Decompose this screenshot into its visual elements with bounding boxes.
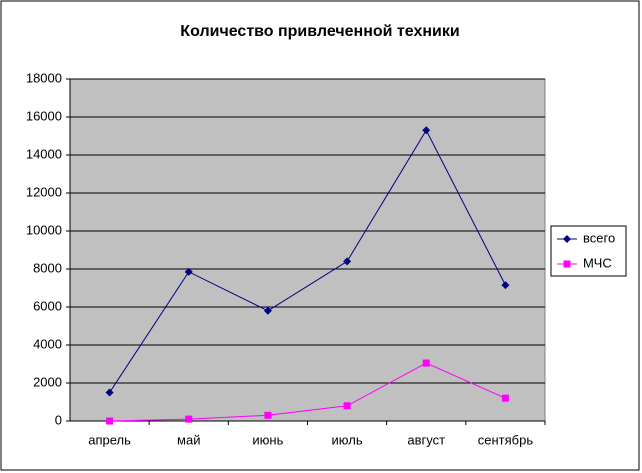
chart-title: Количество привлеченной техники — [180, 23, 459, 40]
y-tick-label: 12000 — [26, 184, 62, 199]
point-marker — [105, 388, 114, 397]
y-tick-label: 0 — [55, 412, 62, 427]
point-marker — [422, 359, 430, 367]
legend-label: МЧС — [583, 255, 612, 270]
y-tick-label: 4000 — [33, 336, 62, 351]
point-marker — [263, 306, 272, 315]
legend-marker — [563, 235, 571, 243]
y-tick-label: 8000 — [33, 260, 62, 275]
x-tick-label: апрель — [88, 432, 131, 447]
point-marker — [184, 267, 193, 276]
series-line — [109, 362, 506, 422]
legend-label: всего — [583, 230, 615, 245]
point-marker — [343, 257, 352, 266]
y-tick-label: 10000 — [26, 222, 62, 237]
y-tick-label: 2000 — [33, 374, 62, 389]
plot-area — [69, 78, 546, 422]
point-marker — [185, 415, 193, 423]
legend-marker — [563, 260, 571, 268]
point-marker — [422, 126, 431, 135]
point-marker — [264, 411, 272, 419]
y-tick-label: 14000 — [26, 146, 62, 161]
point-marker — [343, 402, 351, 410]
series-line — [109, 129, 506, 393]
x-tick-label: август — [407, 432, 445, 447]
x-tick-label: май — [177, 432, 200, 447]
x-tick-label: июнь — [252, 432, 283, 447]
y-tick-label: 18000 — [26, 70, 62, 85]
point-marker — [501, 281, 510, 290]
point-marker — [106, 417, 114, 425]
x-tick-label: июль — [332, 432, 363, 447]
y-tick-label: 16000 — [26, 108, 62, 123]
point-marker — [501, 394, 509, 402]
x-tick-label: сентябрь — [478, 432, 534, 447]
legend-box — [550, 225, 627, 277]
y-tick-label: 6000 — [33, 298, 62, 313]
